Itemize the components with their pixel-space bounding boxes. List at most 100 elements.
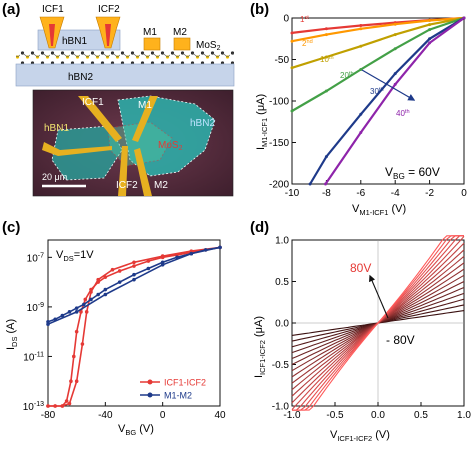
series-line-1 [291,16,465,43]
series-point-1 [82,302,86,307]
x-tick-label: 1.0 [457,410,471,421]
series-point-0 [132,260,136,265]
electrode-icf2 [118,146,128,196]
series-point-1 [160,260,165,265]
layer-label-hbn2: hBN2 [68,72,93,83]
series-point-1 [103,287,108,292]
series-point-0 [53,404,57,408]
contact-label-m1: M1 [143,27,157,38]
micro-label-mos2: MoS2 [158,140,183,152]
y-tick-label: 0 [283,14,289,25]
series-point-3 [359,67,363,71]
series-label-4: 30th [370,87,384,96]
x-tick-label: -0.5 [326,410,344,421]
series-point-0 [189,249,194,253]
series-point-1 [46,319,50,324]
series-point-3 [324,89,328,93]
series-point-4 [359,112,363,116]
series-point-0 [83,297,88,302]
x-axis-label: VM1-ICF1 (V) [352,203,406,217]
y-axis-label: IM1-ICF1 (μA) [255,94,269,150]
y-tick-label: -200 [269,180,289,191]
micro-label-m2: M2 [154,180,168,191]
series-point-1 [53,317,57,322]
series-point-1 [96,292,100,297]
panel-label-a: (a) [2,1,20,18]
device-micrograph: ICF1 M1 hBN1 hBN2 MoS2 ICF2 M2 20 μm [32,89,234,197]
electrode-icf1 [78,96,122,142]
x-tick-label: -40 [98,410,113,421]
x-tick-label: -10 [285,188,300,199]
series-point-1 [89,297,93,302]
x-tick-label: -2 [425,188,434,199]
series-point-0 [89,290,93,294]
x-tick-label: 0 [461,188,467,199]
y-axis-label: IDS (A) [5,319,19,350]
panel-c: (c) -80 -40 0 40 10-13 10-11 10-9 10-7 VDS=1V ICF… [2,219,226,437]
series-point-0 [132,264,136,268]
series-point-0 [324,27,328,31]
series-point-0 [359,23,363,27]
series-point-5 [428,41,432,45]
legend-label-0: ICF1-ICF2 [164,378,206,388]
icf2-contact-core [105,24,111,46]
y-tick-label: 1.0 [275,236,289,247]
series-label-1: 2nd [302,39,313,48]
series-point-2 [324,55,328,59]
series-label-3: 20th [340,71,354,80]
y-tick-label: 0.5 [275,277,289,288]
series-point-1 [324,33,328,37]
series-point-1 [132,277,136,282]
series-point-4 [393,72,397,76]
series-point-0 [117,269,122,273]
series-point-0 [110,267,115,272]
series-point-3 [290,109,294,113]
hbn1-flake [52,126,122,180]
layer-label-hbn1: hBN1 [62,36,87,47]
y-tick-label: 10-9 [27,302,44,314]
gate-arrow [369,274,389,319]
series-line-5 [324,17,465,185]
series-point-1 [103,292,108,297]
series-point-0 [67,401,72,406]
series-point-0 [46,404,50,408]
series-point-1 [160,262,165,267]
series-line-3 [291,16,465,112]
series-point-0 [84,310,89,314]
series-point-4 [428,37,432,41]
series-label-0: 1st [300,15,309,24]
electrode-left [42,142,112,156]
panel-a: (a) ICF1 ICF2 M1 M2 hBN1 MoS2 hBN2 [2,1,235,197]
legend-label-1: M1-M2 [164,391,192,401]
series-point-0 [96,277,100,282]
y-tick-label: -150 [269,138,289,149]
micro-label-icf2: ICF2 [116,180,138,191]
series-point-1 [175,255,179,260]
series-point-1 [132,272,136,277]
plot-frame [291,17,465,185]
series-point-1 [393,22,397,26]
x-tick-label: -80 [41,410,56,421]
legend-marker-0 [147,379,153,385]
x-tick-label: 0.5 [414,410,428,421]
electrode-m2 [134,148,152,196]
series-point-3 [428,28,432,32]
electrode-m1 [132,96,158,142]
series-point-1 [74,310,79,314]
series-point-0 [64,399,69,403]
series-point-0 [80,342,85,346]
series-point-1 [203,248,208,252]
scale-bar-label: 20 μm [42,172,67,182]
gate-label-bottom: - 80V [386,333,415,347]
chart-d: -1.0 -0.5 0.0 0.5 1.0 1.0 0.5 0.0 -0.5 -1.0 80V - 8… [253,235,471,443]
series-point-0 [89,287,93,292]
series-point-1 [67,310,72,314]
mos2-lattice [16,50,234,64]
series-point-0 [69,379,73,384]
gate-label-top: 80V [350,261,371,275]
series-point-1 [290,39,294,43]
series-point-2 [393,33,397,37]
series-point-1 [60,313,65,318]
series-point-0 [175,253,179,257]
y-axis-label: IICF1-ICF2 (μA) [253,316,267,378]
